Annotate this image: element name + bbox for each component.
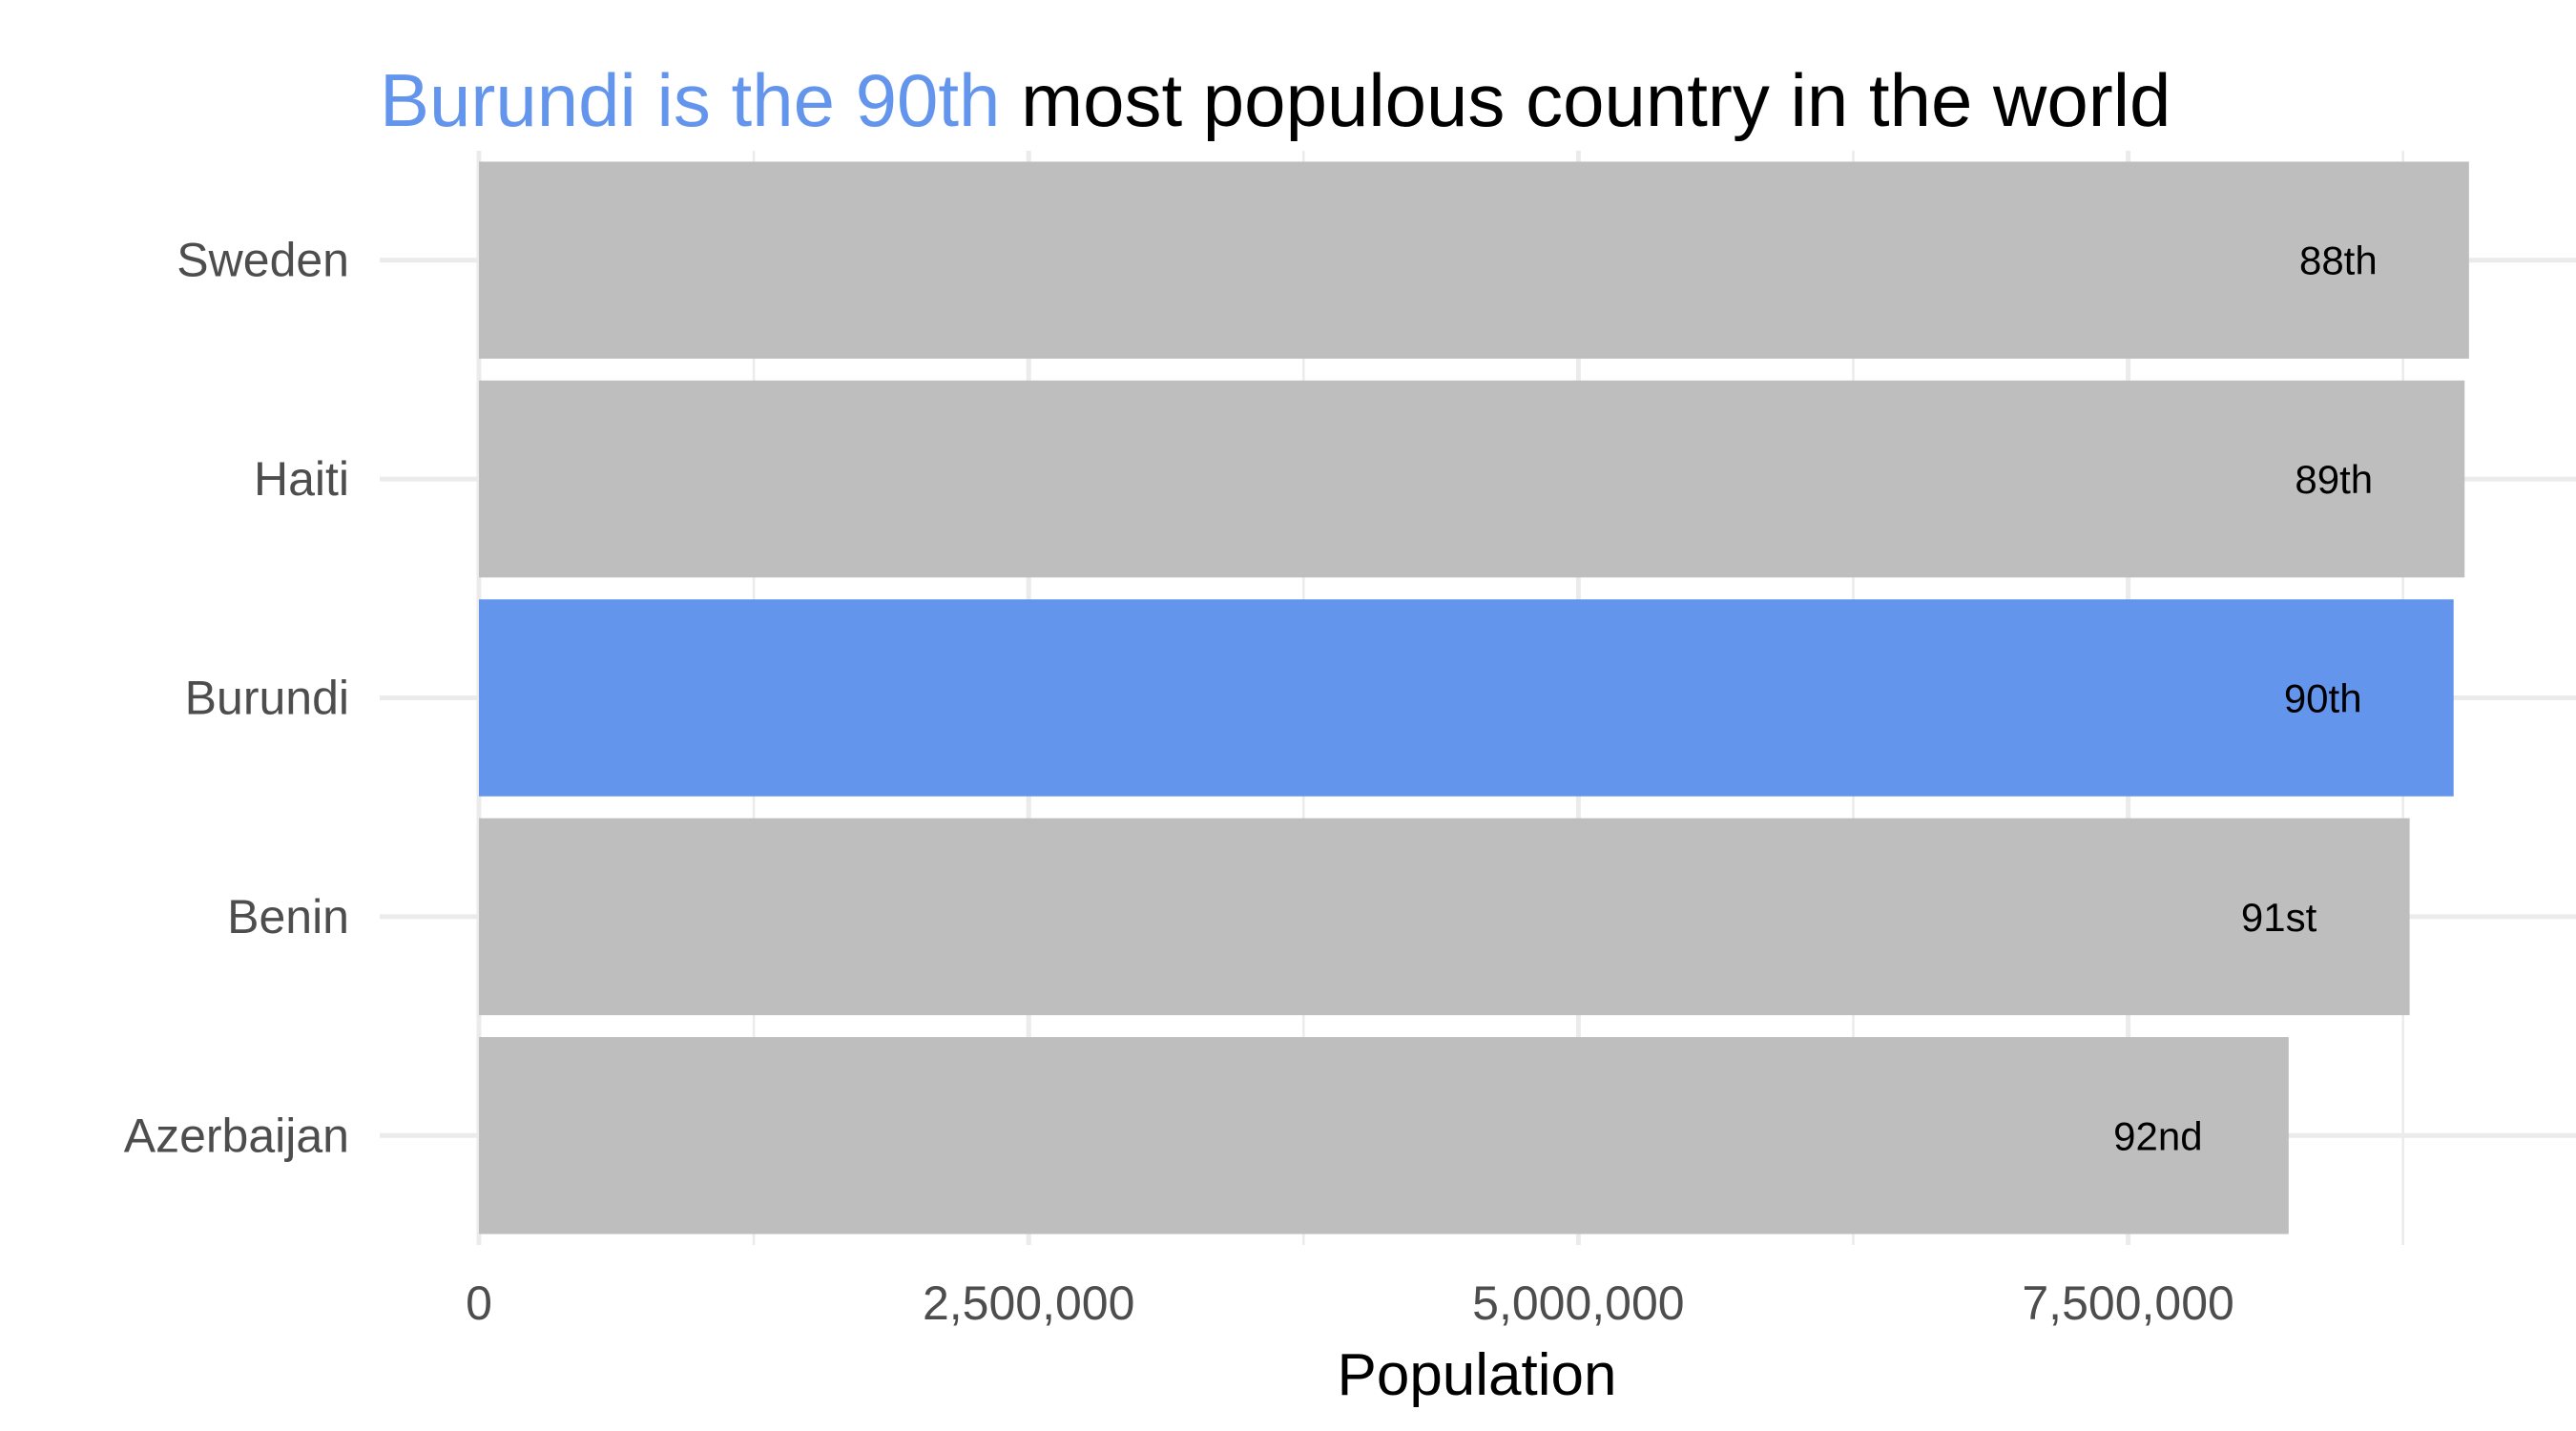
chart-title: Burundi is the 90th most populous countr… [380,58,2171,142]
y-tick-label-burundi: Burundi [185,672,349,725]
rank-label-benin: 91st [2241,895,2317,940]
rank-label-haiti: 89th [2295,457,2373,502]
x-tick-label: 0 [466,1276,492,1330]
y-axis: Sweden Haiti Burundi Benin Azerbaijan [124,234,349,1163]
bars [479,161,2469,1234]
y-tick-label-benin: Benin [227,890,349,944]
y-tick-label-haiti: Haiti [254,452,349,506]
y-tick-label-sweden: Sweden [177,234,349,287]
bar-rank-labels: 88th 89th 90th 91st 92nd [2113,238,2378,1159]
y-tick-label-azerbaijan: Azerbaijan [124,1109,349,1162]
x-axis: 0 2,500,000 5,000,000 7,500,000 [466,1276,2234,1330]
x-tick-label: 7,500,000 [2022,1276,2233,1330]
chart-title-highlight: Burundi is the 90th [380,58,1000,142]
bar-azerbaijan [479,1037,2289,1234]
x-tick-label: 2,500,000 [923,1276,1134,1330]
x-axis-title: Population [1337,1342,1616,1408]
bar-sweden [479,161,2469,359]
rank-label-sweden: 88th [2299,238,2378,283]
rank-label-azerbaijan: 92nd [2113,1113,2202,1158]
rank-label-burundi: 90th [2284,676,2362,721]
x-tick-label: 5,000,000 [1472,1276,1684,1330]
bar-haiti [479,380,2465,578]
chart-title-rest: most populous country in the world [1000,58,2171,142]
bar-benin [479,818,2410,1016]
bar-burundi [479,599,2454,797]
